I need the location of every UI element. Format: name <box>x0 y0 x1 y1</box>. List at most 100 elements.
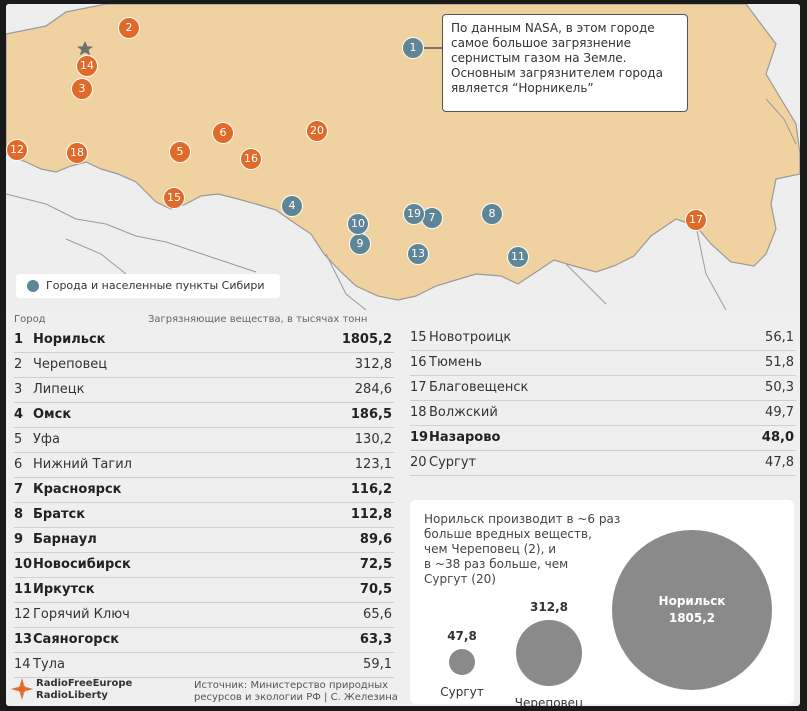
table-row: 20 Сургут 47,8 <box>410 451 796 476</box>
pollution-value: 63,3 <box>359 632 392 647</box>
comparison-line: Сургут (20) <box>424 572 496 586</box>
city-marker-13: 13 <box>407 243 429 265</box>
rank-number: 1 <box>14 332 24 347</box>
table-row: 8 Братск 112,8 <box>14 503 394 528</box>
rank-number: 18 <box>410 405 427 420</box>
header-value: Загрязняющие вещества, в тысячах тонн <box>148 314 368 325</box>
city-name: Красноярск <box>33 482 122 497</box>
city-name: Нижний Тагил <box>33 457 132 472</box>
callout-line: является “Норникель” <box>451 81 594 95</box>
source-line: ресурсов и экологии РФ | С. Железина <box>194 692 398 703</box>
pollution-value: 284,6 <box>354 382 392 397</box>
infographic: По данным NASA, в этом городе самое боль… <box>6 4 800 706</box>
bubble-Норильск <box>612 530 772 690</box>
bubble-Сургут <box>448 648 475 675</box>
pollution-value: 1805,2 <box>341 332 392 347</box>
city-marker-19: 19 <box>403 203 425 225</box>
logo-line: RadioFreeEurope <box>36 678 133 689</box>
pollution-value: 72,5 <box>359 557 392 572</box>
source-note: Источник: Министерство природных ресурсо… <box>194 680 398 704</box>
city-name: Иркутск <box>33 582 95 597</box>
pollution-value: 112,8 <box>350 507 392 522</box>
callout-box: По данным NASA, в этом городе самое боль… <box>442 14 688 112</box>
logo-icon <box>11 678 33 700</box>
rferl-logo: RadioFreeEurope RadioLiberty <box>10 674 150 704</box>
city-marker-8: 8 <box>481 203 503 225</box>
table-row: 10 Новосибирск 72,5 <box>14 553 394 578</box>
bubble-value: 1805,2 <box>668 611 716 625</box>
rank-number: 3 <box>14 382 23 397</box>
logo-text: RadioFreeEurope RadioLiberty <box>36 678 132 702</box>
pollution-value: 123,1 <box>354 457 392 472</box>
table-row: 16 Тюмень 51,8 <box>410 351 796 376</box>
city-name: Череповец <box>33 357 108 372</box>
pollution-table-left: Город Загрязняющие вещества, в тысячах т… <box>14 314 394 678</box>
table-row: 5 Уфа 130,2 <box>14 428 394 453</box>
city-marker-5: 5 <box>169 141 191 163</box>
table-row: 11 Иркутск 70,5 <box>14 578 394 603</box>
city-name: Омск <box>33 407 72 422</box>
city-name: Новотроицк <box>429 330 512 345</box>
rank-number: 13 <box>14 632 33 647</box>
rank-number: 4 <box>14 407 24 422</box>
city-name: Саяногорск <box>33 632 120 647</box>
comparison-text: Норильск производит в ~6 раз больше вред… <box>424 512 634 587</box>
source-line: Источник: Министерство природных <box>194 680 389 691</box>
city-marker-6: 6 <box>212 122 234 144</box>
pollution-value: 116,2 <box>350 482 392 497</box>
city-name: Волжский <box>429 405 498 420</box>
comparison-line: больше вредных веществ, <box>424 527 592 541</box>
city-marker-10: 10 <box>347 213 369 235</box>
city-marker-11: 11 <box>507 246 529 268</box>
russia-map: По данным NASA, в этом городе самое боль… <box>6 4 800 311</box>
table-row: 19 Назарово 48,0 <box>410 426 796 451</box>
city-marker-4: 4 <box>281 195 303 217</box>
pollution-value: 130,2 <box>354 432 392 447</box>
rank-number: 11 <box>14 582 33 597</box>
pollution-value: 56,1 <box>765 330 794 345</box>
pollution-value: 51,8 <box>765 355 794 370</box>
bubble-city: Сургут <box>440 685 484 700</box>
table-row: 3 Липецк 284,6 <box>14 378 394 403</box>
city-name: Горячий Ключ <box>33 607 130 622</box>
comparison-panel: Норильск производит в ~6 раз больше вред… <box>410 500 794 706</box>
rank-number: 9 <box>14 532 24 547</box>
rank-number: 7 <box>14 482 24 497</box>
table-row: 1 Норильск 1805,2 <box>14 328 394 353</box>
city-marker-18: 18 <box>66 142 88 164</box>
rank-number: 5 <box>14 432 23 447</box>
legend-label: Города и населенные пункты Сибири <box>46 279 265 292</box>
map-legend: Города и населенные пункты Сибири <box>16 274 280 298</box>
rank-number: 12 <box>14 607 31 622</box>
header-city: Город <box>14 314 46 325</box>
table-row: 17 Благовещенск 50,3 <box>410 376 796 401</box>
pollution-value: 70,5 <box>359 582 392 597</box>
rows-left: 1 Норильск 1805,2 2 Череповец 312,8 3 Липецк 284… <box>14 328 394 678</box>
city-name: Новосибирск <box>33 557 131 572</box>
city-name: Братск <box>33 507 86 522</box>
table-row: 6 Нижний Тагил 123,1 <box>14 453 394 478</box>
bubble-city: Норильск <box>658 594 726 608</box>
city-marker-1: 1 <box>402 37 424 59</box>
city-name: Назарово <box>429 430 501 445</box>
city-marker-16: 16 <box>240 148 262 170</box>
city-marker-20: 20 <box>306 120 328 142</box>
rank-number: 14 <box>14 657 31 672</box>
callout-line: По данным NASA, в этом городе <box>451 21 655 35</box>
city-name: Норильск <box>33 332 106 347</box>
bubble-value: 47,8 <box>447 628 477 643</box>
table-row: 14 Тула 59,1 <box>14 653 394 678</box>
pollution-value: 59,1 <box>363 657 392 672</box>
bubble-value: 312,8 <box>530 599 568 614</box>
rank-number: 2 <box>14 357 23 372</box>
pollution-value: 47,8 <box>765 455 794 470</box>
pollution-value: 186,5 <box>350 407 392 422</box>
pollution-value: 312,8 <box>354 357 392 372</box>
city-marker-15: 15 <box>163 187 185 209</box>
bubble-city: Череповец <box>514 696 584 706</box>
table-row: 12 Горячий Ключ 65,6 <box>14 603 394 628</box>
rank-number: 6 <box>14 457 23 472</box>
rank-number: 19 <box>410 430 429 445</box>
comparison-line: Норильск производит в ~6 раз <box>424 512 621 526</box>
table-header: Город Загрязняющие вещества, в тысячах т… <box>14 314 394 328</box>
